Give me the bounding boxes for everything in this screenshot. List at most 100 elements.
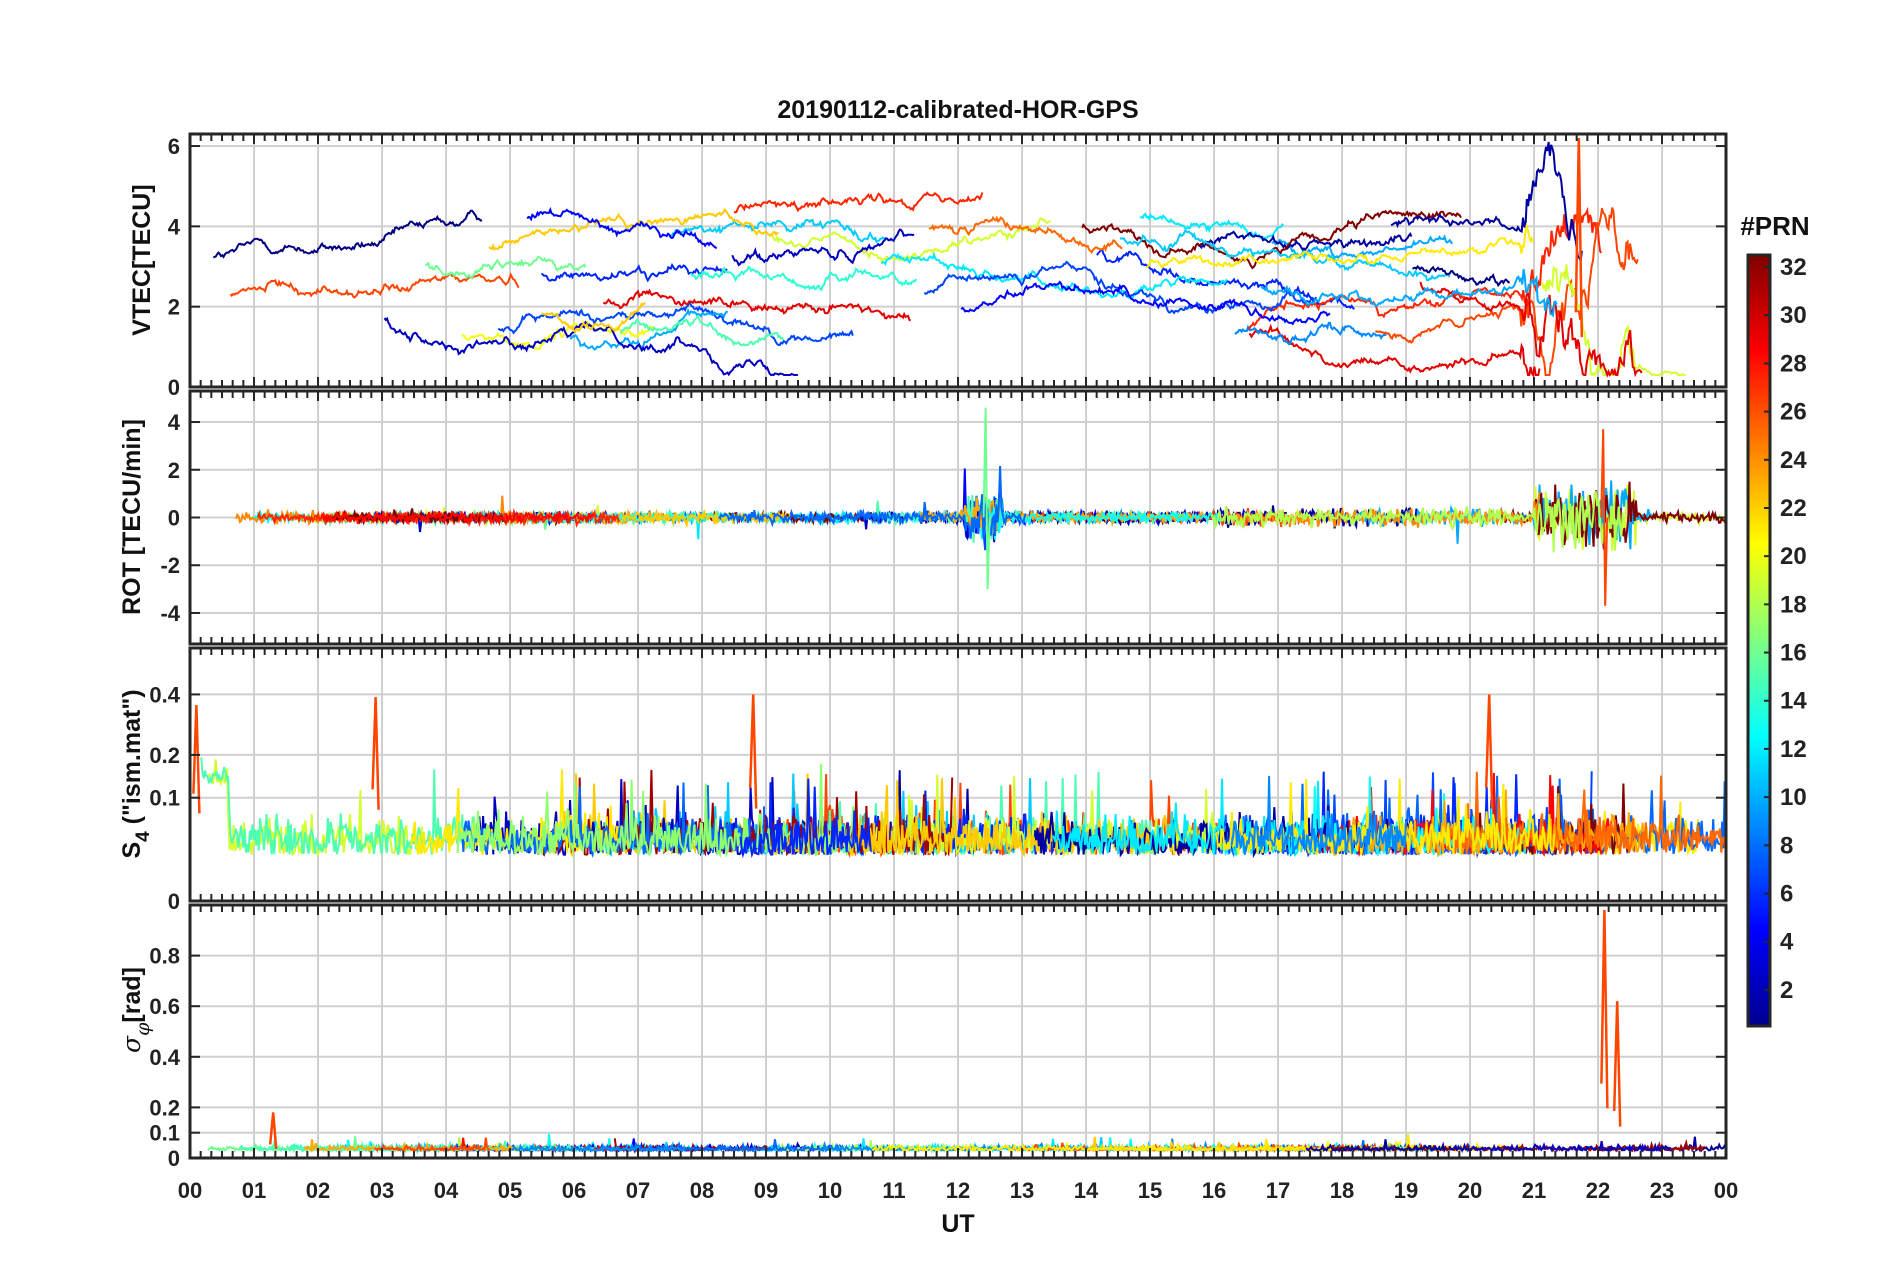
y-tick-label: 0.4	[149, 1045, 180, 1070]
rot-panel: -4 -2 0 2 4 ROT [TECU/min]	[118, 389, 1728, 646]
peak-spike	[1600, 910, 1609, 1109]
prn-trace	[1119, 228, 1451, 282]
colorbar-tick-label: 26	[1780, 399, 1807, 426]
y-tick-label: 0.1	[149, 1121, 180, 1146]
colorbar-tick-label: 32	[1780, 254, 1807, 281]
prn-trace	[1305, 1139, 1447, 1154]
peak-spike	[1574, 137, 1584, 338]
x-tick-label: 12	[946, 1178, 970, 1203]
prn-trace	[1412, 264, 1510, 288]
prn-trace	[1446, 771, 1726, 855]
prn-trace	[1230, 775, 1408, 855]
prn-trace	[718, 465, 1027, 539]
prn-trace	[1196, 230, 1413, 252]
colorbar-tick-label: 8	[1780, 832, 1793, 859]
colorbar-tick-label: 4	[1780, 929, 1794, 956]
prn-trace	[619, 314, 785, 347]
colorbar-tick-label: 10	[1780, 784, 1807, 811]
prn-trace	[200, 757, 474, 855]
prn-trace	[1419, 281, 1643, 378]
rot-traces	[235, 407, 1726, 606]
prn-trace	[871, 1140, 1168, 1153]
y-tick-label: 0.6	[149, 994, 180, 1019]
peak-spike	[1484, 694, 1494, 809]
chart-title: 20190112-calibrated-HOR-GPS	[777, 96, 1138, 124]
peak-spike	[268, 1112, 278, 1149]
x-tick-label: 22	[1586, 1178, 1610, 1203]
vtec-y-tick-labels: 0 2 4 6	[168, 134, 181, 400]
prn-trace	[1234, 321, 1387, 346]
prn-trace	[1210, 490, 1624, 553]
prn-trace	[689, 265, 917, 292]
y-tick-label: 0	[168, 889, 180, 914]
prn-trace	[526, 206, 718, 250]
y-tick-label: 0	[168, 1146, 180, 1171]
vtec-ylabel: VTEC[TECU]	[128, 184, 156, 335]
colorbar-tick-label: 16	[1780, 640, 1807, 667]
colorbar-title: #PRN	[1740, 211, 1809, 241]
vtec-axes-box	[188, 132, 1728, 389]
prn-trace	[1374, 207, 1639, 376]
vtec-traces	[212, 137, 1686, 378]
x-tick-label: 09	[754, 1178, 778, 1203]
y-tick-label: 0.2	[149, 1095, 180, 1120]
prn-trace	[1248, 323, 1541, 378]
prn-trace	[960, 280, 1331, 326]
y-tick-label: 0.2	[149, 743, 180, 768]
prn-trace	[768, 217, 1052, 264]
x-tick-label: 04	[434, 1178, 459, 1203]
sigma-ylabel-sub: φ	[132, 1022, 154, 1036]
prn-trace	[1214, 778, 1556, 855]
x-tick-label: 00	[178, 1178, 202, 1203]
y-tick-label: -2	[160, 553, 180, 578]
colorbar-gradient	[1746, 253, 1772, 1028]
prn-trace	[424, 255, 587, 280]
y-tick-label: 4	[168, 214, 181, 239]
colorbar-tick-label: 14	[1780, 688, 1807, 715]
sigma-ylabel-rest: [rad]	[118, 967, 146, 1023]
sigma-y-tick-labels: 00.10.2 0.4 0.6 0.8	[149, 944, 180, 1171]
prn-trace	[212, 209, 483, 259]
s4-axes-box	[188, 646, 1728, 903]
x-tick-labels: 00 01 02 03 04 05 06 07 08 09 10 11 12 13 14 15 16 17 18 19…	[178, 1178, 1738, 1203]
colorbar-tick-label: 30	[1780, 302, 1807, 329]
prn-trace	[510, 1141, 686, 1153]
sigma-traces	[207, 910, 1726, 1155]
x-tick-label: 19	[1394, 1178, 1418, 1203]
x-tick-label: 20	[1458, 1178, 1482, 1203]
prn-trace	[461, 319, 655, 351]
x-tick-label: 18	[1330, 1178, 1354, 1203]
x-tick-label: 07	[626, 1178, 650, 1203]
s4-grid	[190, 648, 1726, 901]
prn-trace	[383, 316, 798, 377]
x-tick-label: 11	[882, 1178, 905, 1203]
x-tick-label: 02	[306, 1178, 330, 1203]
colorbar-tick-label: 12	[1780, 736, 1807, 763]
y-tick-label: 0	[168, 506, 180, 531]
y-tick-label: 0.4	[149, 682, 180, 707]
peak-spike	[192, 704, 201, 814]
s4-panel: 0 0.1 0.2 0.4 S4 ("ism.mat")	[118, 646, 1728, 914]
prn-trace	[374, 1137, 491, 1153]
s4-ylabel-rest: ("ism.mat")	[118, 689, 146, 831]
colorbar-tick-label: 6	[1780, 880, 1793, 907]
prn-trace	[461, 782, 766, 858]
colorbar-tick-label: 2	[1780, 977, 1793, 1004]
vtec-grid	[190, 134, 1726, 387]
sigma-ylabel-symbol: σ	[117, 1035, 146, 1053]
x-tick-label: 08	[690, 1178, 714, 1203]
x-tick-label: 05	[498, 1178, 522, 1203]
s4-traces	[192, 694, 1726, 859]
colorbar-tick-label: 18	[1780, 591, 1807, 618]
x-tick-label: 23	[1650, 1178, 1674, 1203]
vtec-panel: 0 2 4 6 VTEC[TECU]	[128, 132, 1728, 400]
colorbar-tick-label: 24	[1780, 447, 1807, 474]
x-tick-label: 17	[1266, 1178, 1290, 1203]
y-tick-label: 2	[168, 458, 180, 483]
peak-spike	[371, 696, 380, 810]
x-axis-label: UT	[941, 1210, 974, 1238]
y-tick-label: 0	[168, 375, 180, 400]
y-tick-label: 6	[168, 134, 180, 159]
